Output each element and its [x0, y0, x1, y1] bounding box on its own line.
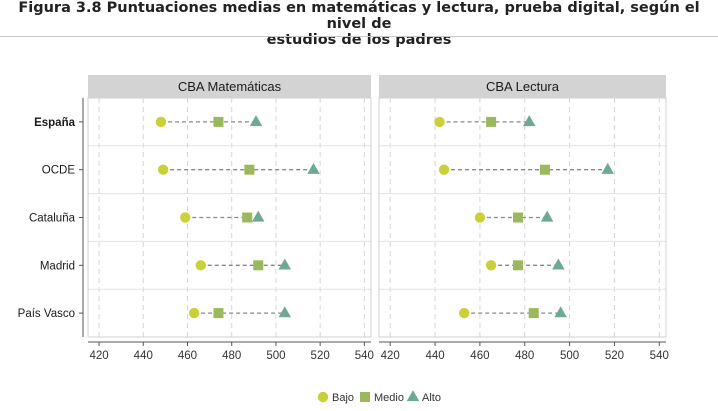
legend-marker-bajo — [317, 391, 329, 403]
point-matematicas-espana-alto — [249, 115, 263, 127]
point-lectura-ocde-alto — [601, 162, 614, 174]
point-matematicas-pais-vasco-alto — [278, 306, 292, 318]
point-lectura-pais-vasco-bajo — [459, 307, 470, 319]
x-tick-label-lectura-500: 500 — [560, 350, 579, 362]
x-tick-label-lectura-440: 440 — [425, 350, 444, 362]
x-tick-label-lectura-540: 540 — [650, 350, 669, 362]
point-matematicas-cataluna-alto — [251, 210, 265, 222]
x-tick-label-matematicas-480: 480 — [222, 350, 241, 362]
x-tick-label-lectura-420: 420 — [381, 350, 400, 362]
point-matematicas-pais-vasco-bajo — [188, 307, 200, 319]
x-tick-label-lectura-520: 520 — [605, 350, 624, 362]
panel-title-lectura: CBA Lectura — [486, 79, 560, 94]
x-tick-label-lectura-460: 460 — [470, 350, 489, 362]
x-tick-label-matematicas-440: 440 — [134, 350, 153, 362]
point-matematicas-espana-bajo — [155, 116, 167, 128]
point-lectura-madrid-alto — [552, 258, 565, 270]
legend-marker-alto — [406, 390, 420, 402]
legend-marker-medio — [360, 392, 370, 402]
point-lectura-madrid-bajo — [485, 260, 497, 271]
panel-border-matematicas — [87, 97, 372, 338]
point-matematicas-madrid-bajo — [195, 260, 206, 271]
panel-strip-matematicas — [88, 75, 371, 98]
point-matematicas-ocde-alto — [307, 162, 320, 174]
panel-border-lectura — [378, 97, 667, 338]
x-tick-label-matematicas-520: 520 — [311, 350, 330, 362]
y-tick-label-madrid: Madrid — [40, 260, 75, 272]
y-tick-label-pais-vasco: País Vasco — [18, 308, 75, 320]
point-lectura-pais-vasco-alto — [554, 306, 567, 318]
x-tick-label-matematicas-500: 500 — [266, 350, 285, 362]
point-matematicas-ocde-bajo — [157, 164, 169, 175]
point-matematicas-cataluna-medio — [242, 212, 253, 223]
point-lectura-madrid-medio — [513, 260, 524, 271]
panel-strip-lectura — [379, 75, 666, 98]
point-lectura-cataluna-medio — [513, 212, 524, 223]
point-lectura-espana-alto — [522, 115, 536, 127]
panel-title-matematicas: CBA Matemáticas — [178, 79, 282, 94]
y-tick-label-espana: España — [34, 117, 76, 129]
x-tick-label-matematicas-460: 460 — [178, 350, 197, 362]
point-matematicas-espana-medio — [213, 116, 224, 127]
point-matematicas-madrid-medio — [253, 260, 264, 271]
y-tick-label-ocde: OCDE — [42, 165, 76, 177]
point-lectura-espana-medio — [486, 116, 497, 127]
figure-title-line-1: Figura 3.8 Puntuaciones medias en matemá… — [18, 0, 700, 32]
point-matematicas-cataluna-bajo — [180, 212, 191, 223]
point-matematicas-madrid-alto — [278, 258, 292, 270]
point-lectura-ocde-bajo — [438, 164, 450, 175]
title-divider — [0, 36, 718, 37]
x-tick-label-matematicas-540: 540 — [355, 350, 374, 362]
point-matematicas-pais-vasco-medio — [213, 308, 224, 319]
y-tick-label-cataluna: Cataluña — [29, 213, 76, 225]
x-tick-label-matematicas-420: 420 — [89, 350, 108, 362]
legend-label-medio: Medio — [374, 392, 404, 404]
point-lectura-cataluna-bajo — [474, 212, 486, 223]
point-lectura-cataluna-alto — [540, 210, 554, 222]
point-matematicas-ocde-medio — [244, 164, 255, 175]
legend-label-alto: Alto — [422, 392, 441, 404]
point-lectura-ocde-medio — [539, 164, 550, 175]
point-lectura-pais-vasco-medio — [528, 308, 539, 319]
x-tick-label-lectura-480: 480 — [515, 350, 534, 362]
point-lectura-espana-bajo — [434, 116, 445, 128]
legend-label-bajo: Bajo — [332, 392, 354, 404]
